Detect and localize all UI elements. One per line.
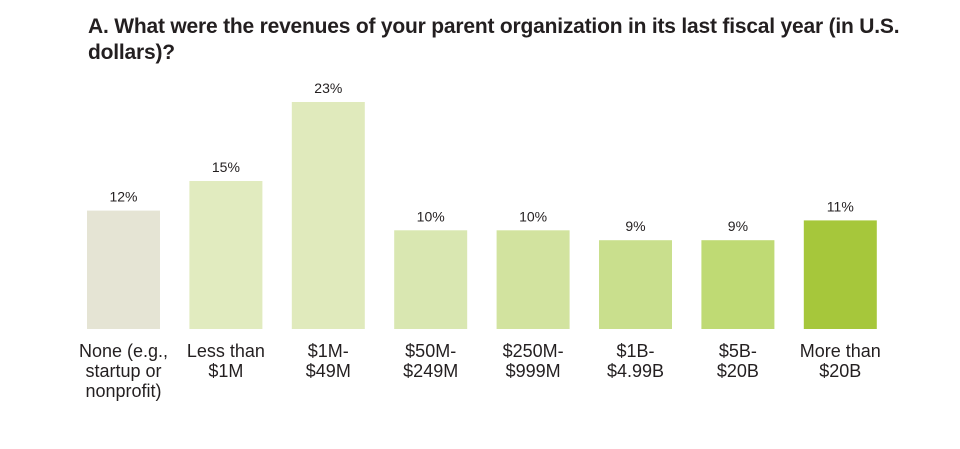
value-label-7: 9% [728,218,748,234]
bar-6 [599,240,672,329]
category-label-line: $249M [403,361,458,381]
bar-5 [496,230,570,329]
value-label-1: 12% [109,189,137,205]
category-label-line: $1M- [308,341,349,361]
value-label-8: 11% [827,198,854,214]
value-labels-group: 12% 15% 23% 10% 10% 9% 9% 11% [109,80,853,234]
bar-3 [291,102,365,329]
category-label-5: $250M-$999M [503,341,564,381]
bar-7 [701,240,775,329]
category-label-2: Less than $1M [187,341,265,381]
category-label-7: $5B-$20B [717,341,759,381]
bar-1 [87,210,160,329]
bars-group [87,102,877,329]
category-labels-group: None (e.g., startup or nonprofit) Less than… [79,341,881,401]
bar-8 [803,220,877,329]
category-label-line: $1M [208,361,243,381]
category-label-1: None (e.g., startup or nonprofit) [79,341,168,401]
category-label-4: $50M-$249M [403,341,458,381]
category-label-line: More than [800,341,881,361]
value-label-2: 15% [212,159,240,175]
category-label-3: $1M-$49M [306,341,351,381]
category-label-line: startup or [85,361,161,381]
value-label-3: 23% [314,80,342,96]
value-label-4: 10% [417,208,445,224]
category-label-line: $250M- [503,341,564,361]
category-label-line: None (e.g., [79,341,168,361]
category-label-8: More than $20B [800,341,881,381]
category-label-line: $49M [306,361,351,381]
category-label-line: Less than [187,341,265,361]
category-label-line: $999M [506,361,561,381]
value-label-5: 10% [519,208,547,224]
category-label-line: $4.99B [607,361,664,381]
chart-title: A. What were the revenues of your parent… [88,15,900,64]
category-label-line: $1B- [616,341,654,361]
category-label-line: $20B [819,361,861,381]
bar-2 [189,181,263,329]
category-label-line: nonprofit) [85,381,161,401]
category-label-line: $20B [717,361,759,381]
category-label-6: $1B-$4.99B [607,341,664,381]
category-label-line: $5B- [719,341,757,361]
bar-4 [394,230,468,329]
value-label-6: 9% [625,218,645,234]
category-label-line: $50M- [405,341,456,361]
